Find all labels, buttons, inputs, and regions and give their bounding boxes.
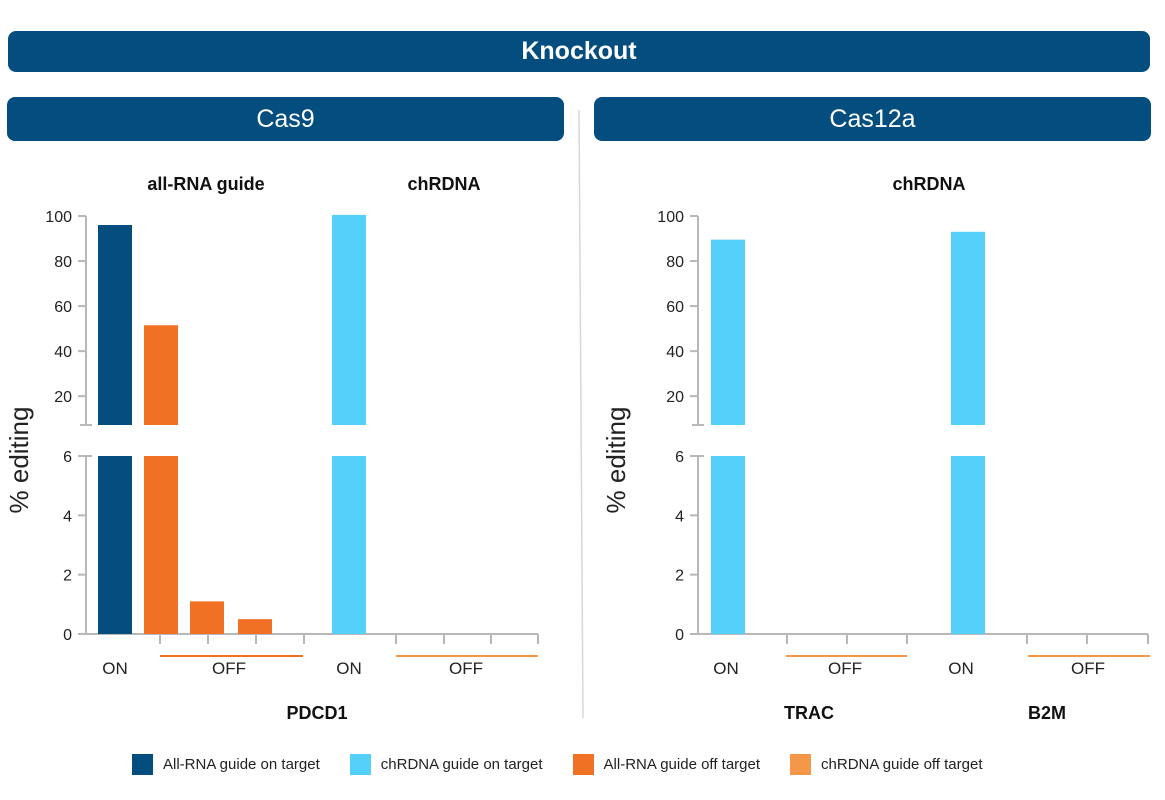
legend-label: All-RNA guide off target [603,756,761,773]
legend-label: All-RNA guide on target [163,756,320,773]
legend-item-chrdna-on: chRDNA guide on target [349,754,543,775]
legend-label: chRDNA guide off target [821,756,983,773]
subtitle-chrdna-cas12a: chRDNA [892,174,965,194]
y-tick-label: 20 [54,389,72,406]
x-label-off: OFF [828,659,862,678]
gene-label-trac: TRAC [784,703,834,723]
panel-header-cas12a: Cas12a [594,97,1151,141]
y-tick-label: 80 [54,254,72,271]
gene-label-pdcd1: PDCD1 [286,703,347,723]
bar-lower-segment [332,456,366,634]
bar [238,619,272,634]
bar [190,601,224,634]
y-tick-label: 6 [675,449,684,466]
x-label-off: OFF [449,659,483,678]
legend-label: chRDNA guide on target [380,756,543,773]
panel-header-cas9: Cas9 [7,97,564,141]
y-tick-label: 2 [63,568,72,585]
panel-title-cas9: Cas9 [256,104,315,133]
gene-label-b2m: B2M [1028,703,1066,723]
y-tick-label: 60 [666,299,684,316]
y-tick-label: 0 [675,627,684,644]
bar-upper-segment [332,214,366,425]
page-title: Knockout [521,37,637,65]
y-tick-label: 4 [63,508,72,525]
legend-swatch [572,754,594,775]
panel-title-cas12a: Cas12a [829,104,916,133]
x-label-on: ON [102,659,128,678]
y-tick-label: 2 [675,568,684,585]
y-tick-label: 4 [675,508,684,525]
y-tick-label: 20 [666,389,684,406]
x-label-on: ON [336,659,362,678]
x-label-off: OFF [1071,659,1105,678]
x-label-on: ON [713,659,739,678]
bar-upper-segment [98,225,132,425]
legend-item-allrna-on: All-RNA guide on target [132,754,320,775]
bar-lower-segment [951,456,985,634]
x-label-on: ON [948,659,974,678]
y-tick-label: 40 [54,344,72,361]
y-tick-label: 100 [657,209,684,226]
bar-upper-segment [711,239,745,425]
legend: All-RNA guide on target chRDNA guide on … [132,754,1013,775]
bar-lower-segment [98,456,132,634]
bar-lower-segment [711,456,745,634]
legend-swatch [132,754,153,775]
y-axis-label: % editing [4,407,34,514]
y-tick-label: 0 [63,627,72,644]
y-tick-label: 40 [666,344,684,361]
y-tick-label: 100 [45,209,72,226]
subtitle-chrdna: chRDNA [407,174,480,194]
x-label-off: OFF [212,659,246,678]
y-tick-label: 6 [63,449,72,466]
bar-upper-segment [951,231,985,425]
y-tick-label: 80 [666,254,684,271]
panel-divider [578,109,584,719]
subtitle-allrna: all-RNA guide [147,174,264,194]
y-tick-label: 60 [54,299,72,316]
legend-item-allrna-off: All-RNA guide off target [572,754,761,775]
knockout-banner: Knockout [8,31,1150,72]
bar-lower-segment [144,456,178,634]
legend-swatch [349,754,371,775]
legend-swatch [790,754,812,775]
legend-item-chrdna-off: chRDNA guide off target [790,754,983,775]
y-axis-label: % editing [601,407,631,514]
bar-upper-segment [144,325,178,425]
